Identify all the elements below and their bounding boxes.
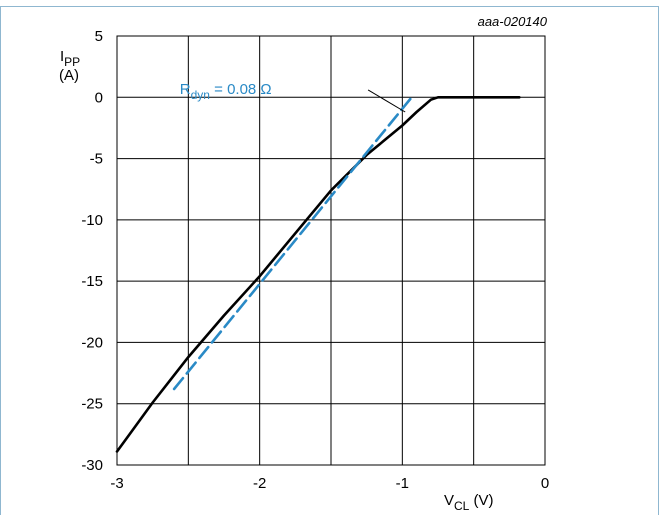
y-tick-label: -25 — [81, 396, 103, 413]
y-label-sub: PP — [64, 55, 80, 69]
x-tick-labels: -3 -2 -1 0 — [110, 475, 549, 492]
x-label-sub: CL — [454, 499, 470, 513]
x-tick-label: -2 — [253, 475, 266, 492]
y-tick-label: -5 — [90, 151, 103, 168]
frame-top-border — [0, 6, 659, 7]
y-tick-label: -10 — [81, 212, 103, 229]
y-tick-label: 5 — [95, 28, 103, 45]
y-tick-label: -20 — [81, 334, 103, 351]
annotation-rdyn: Rdyn = 0.08 Ω — [180, 81, 272, 102]
frame-left-border — [0, 6, 1, 515]
y-tick-label: 0 — [95, 89, 103, 106]
x-tick-label: 0 — [541, 475, 549, 492]
x-axis-label: VCL (V) — [444, 492, 494, 513]
x-label-unit: (V) — [469, 492, 493, 509]
y-axis-unit: (A) — [59, 67, 79, 84]
x-tick-label: -1 — [396, 475, 409, 492]
x-label-main: V — [444, 492, 454, 509]
series-line-measured — [115, 96, 521, 453]
grid — [116, 35, 546, 466]
series-group — [115, 93, 521, 453]
figure-ref: aaa-020140 — [478, 14, 548, 29]
y-axis-label: IPP — [60, 48, 80, 69]
y-label-main: I — [60, 48, 64, 65]
annotation-sub: dyn — [191, 88, 210, 102]
annotation-r: R — [180, 81, 191, 98]
plot-area-border — [116, 35, 546, 466]
y-tick-label: -15 — [81, 273, 103, 290]
x-tick-label: -3 — [110, 475, 123, 492]
y-tick-labels: 5 0 -5 -10 -15 -20 -25 -30 — [81, 28, 103, 474]
annotation-rest: = 0.08 Ω — [210, 81, 272, 98]
annotation-leader-line — [367, 89, 406, 113]
series-line-fit — [172, 93, 416, 391]
y-tick-label: -30 — [81, 457, 103, 474]
